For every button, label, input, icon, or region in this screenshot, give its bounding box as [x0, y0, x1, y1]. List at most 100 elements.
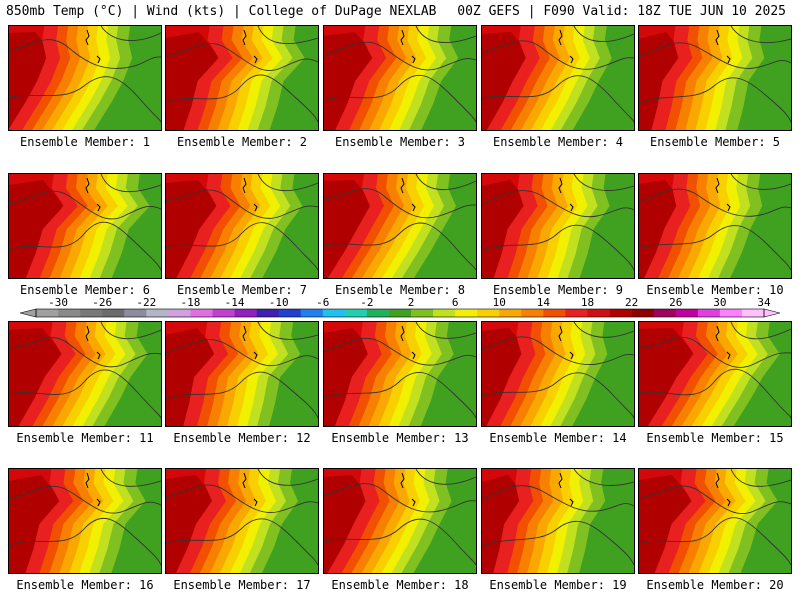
colorbar-swatch [146, 309, 169, 317]
coastline [715, 177, 731, 212]
temperature-band [269, 322, 318, 426]
colorbar-swatch [499, 309, 522, 317]
ensemble-map-panel [481, 321, 635, 427]
colorbar-tick-label: -2 [360, 297, 373, 309]
ensemble-map-panel [8, 173, 162, 279]
height-contour [324, 74, 476, 123]
ensemble-member-label: Ensemble Member: 9 [492, 283, 624, 297]
temperature-field [639, 174, 791, 278]
ensemble-map-panel [481, 173, 635, 279]
height-contour [324, 518, 476, 566]
coastline [242, 177, 258, 212]
temperature-band [420, 322, 476, 426]
ensemble-member-label: Ensemble Member: 18 [331, 578, 469, 592]
height-contour [730, 174, 791, 190]
temperature-colorbar: -30-26-22-18-14-10-6-2261014182226303438… [19, 297, 781, 318]
colorbar-swatch [477, 309, 500, 317]
height-contour [9, 485, 161, 514]
temperature-field [639, 26, 791, 130]
colorbar-tick-label: -10 [269, 297, 289, 309]
colorbar-swatch [455, 309, 478, 317]
height-contour [573, 26, 634, 42]
coastline [242, 29, 258, 64]
ensemble-map-panel [638, 173, 792, 279]
coastline [85, 177, 101, 212]
ensemble-map-panel [165, 25, 319, 131]
height-contour [324, 371, 476, 419]
height-contour [9, 517, 161, 566]
colorbar-swatch [58, 309, 81, 317]
height-contour [324, 337, 476, 366]
colorbar-swatch [322, 309, 346, 317]
height-contour [730, 26, 791, 43]
colorbar-swatch [124, 309, 147, 317]
height-contour [639, 42, 791, 69]
height-contour [639, 77, 791, 123]
ensemble-member-label: Ensemble Member: 10 [646, 283, 784, 297]
height-contour [166, 518, 318, 566]
colorbar-swatch [543, 309, 566, 317]
colorbar-swatch [653, 309, 677, 317]
height-contour [9, 369, 161, 419]
ensemble-member-label: Ensemble Member: 6 [19, 283, 151, 297]
ensemble-map-panel [481, 468, 635, 574]
height-contour [100, 26, 161, 41]
ensemble-member-label: Ensemble Member: 19 [489, 578, 627, 592]
height-contour [9, 337, 161, 368]
ensemble-member-label: Ensemble Member: 20 [646, 578, 784, 592]
temperature-field [482, 26, 634, 130]
temperature-band [421, 26, 476, 130]
height-contour [730, 469, 791, 487]
height-contour [166, 189, 318, 219]
ensemble-map-panel [165, 468, 319, 574]
temperature-band [579, 469, 634, 573]
colorbar-swatch [190, 309, 213, 317]
temperature-band [737, 26, 791, 130]
height-contour [482, 372, 634, 419]
height-contour [324, 188, 476, 219]
height-contour [257, 469, 318, 486]
coastline [400, 29, 416, 64]
height-contour [639, 368, 791, 419]
height-contour [9, 76, 161, 123]
temperature-band [414, 174, 476, 278]
temperature-field [639, 469, 791, 573]
height-contour [639, 517, 791, 566]
ensemble-map-panel [323, 25, 477, 131]
colorbar-tick-label: -14 [225, 297, 245, 309]
height-contour [730, 322, 791, 340]
height-contour [482, 485, 634, 512]
colorbar-tick-label: 2 [408, 297, 415, 309]
height-contour [573, 174, 634, 191]
ensemble-map-panel [323, 321, 477, 427]
colorbar-swatch [234, 309, 257, 317]
colorbar-tick-label: 30 [713, 297, 726, 309]
temperature-band [262, 469, 318, 573]
temperature-field [482, 322, 634, 426]
height-contour [639, 336, 791, 368]
coastline [558, 472, 574, 507]
coastline [558, 29, 574, 64]
temperature-field [9, 26, 161, 130]
height-contour [100, 469, 161, 487]
colorbar-swatch [411, 309, 434, 317]
colorbar-swatch [433, 309, 456, 317]
colorbar-tick-label: -6 [316, 297, 329, 309]
ensemble-member-label: Ensemble Member: 4 [492, 135, 624, 149]
temperature-field [482, 469, 634, 573]
height-contour [166, 371, 318, 419]
temperature-field [166, 174, 318, 278]
temperature-field [166, 26, 318, 130]
temperature-band [740, 469, 791, 573]
height-contour [639, 188, 791, 217]
height-contour [415, 26, 476, 43]
ensemble-map-panel [8, 25, 162, 131]
coastline [558, 177, 574, 212]
colorbar-tick-label: -18 [180, 297, 200, 309]
ensemble-member-label: Ensemble Member: 13 [331, 431, 469, 445]
coastline [715, 472, 731, 507]
height-contour [100, 322, 161, 340]
height-contour [100, 174, 161, 192]
temperature-band [572, 26, 634, 130]
temperature-field [9, 174, 161, 278]
